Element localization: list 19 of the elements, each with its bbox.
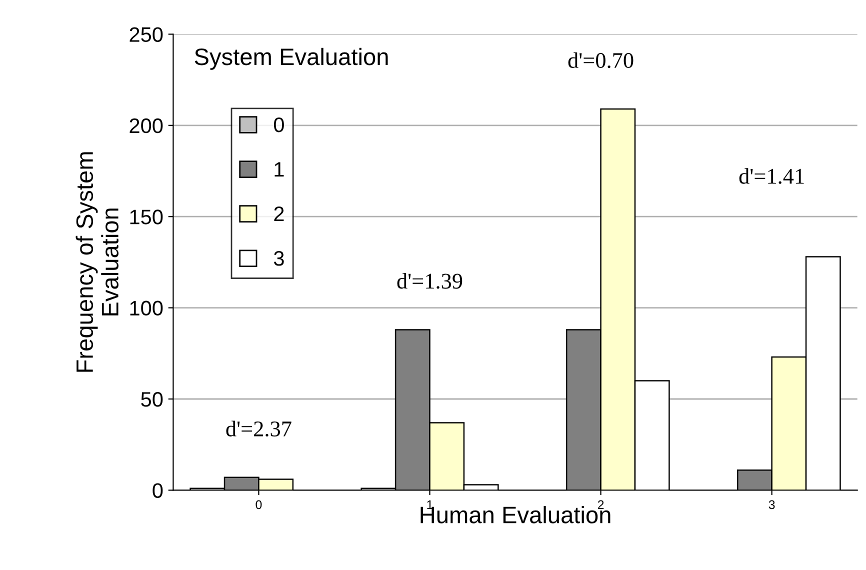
legend-label: 3	[274, 251, 284, 266]
y-tick-label: 100	[130, 300, 163, 316]
x-tick-label: 3	[768, 500, 775, 510]
legend-label: 1	[274, 162, 284, 177]
annotation: d'=2.37	[226, 420, 292, 437]
annotation: d'=1.39	[397, 273, 462, 289]
annotation: d'=0.70	[568, 52, 634, 68]
legend-label: 0	[274, 117, 284, 132]
y-tick-label: 150	[130, 210, 163, 224]
y-tick-label: 50	[141, 392, 163, 407]
y-tick-label: 0	[152, 483, 163, 498]
y-tick-label: 200	[130, 118, 163, 134]
text: System Evaluation	[194, 48, 388, 70]
legend-label: 2	[274, 206, 284, 222]
annotation: d'=1.41	[739, 168, 804, 184]
y-tick-label: 250	[130, 27, 163, 42]
x-tick-label: 1	[427, 500, 433, 509]
x-tick-label: 0	[256, 500, 262, 510]
y-axis-title: Frequency of System Evaluation	[76, 152, 118, 372]
